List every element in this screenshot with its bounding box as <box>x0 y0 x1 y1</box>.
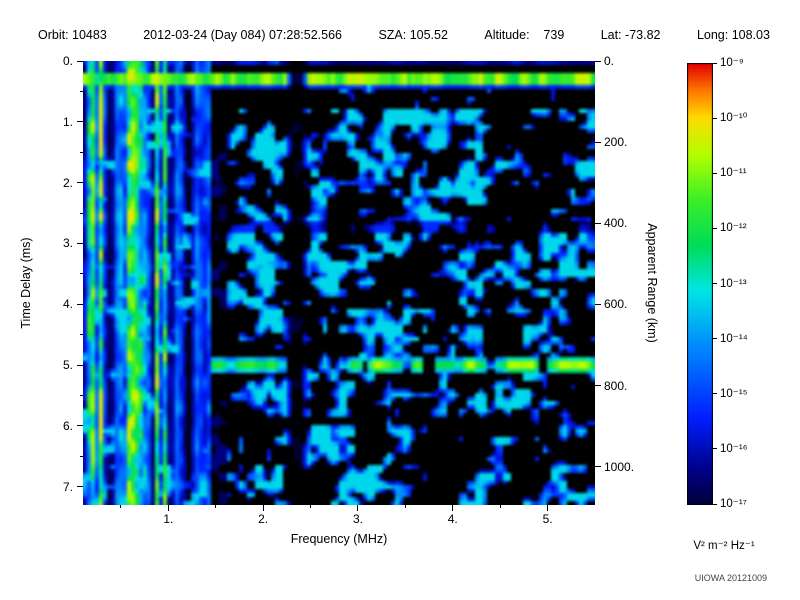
x-tick <box>357 505 359 511</box>
y-minor-tick <box>80 212 83 214</box>
y-tick-label: 1. <box>62 114 73 129</box>
y-tick <box>77 364 83 366</box>
y-minor-tick <box>80 334 83 336</box>
y-tick-label: 3. <box>62 236 73 251</box>
range-tick <box>595 141 601 143</box>
header-lat: Lat: -73.82 <box>600 28 661 42</box>
y-tick <box>77 303 83 305</box>
range-tick <box>595 385 601 387</box>
range-tick-label: 0. <box>604 54 615 68</box>
x-tick <box>167 505 169 511</box>
colorbar <box>687 63 713 505</box>
x-minor-tick <box>215 505 217 508</box>
x-tick-label: 5. <box>542 512 553 526</box>
x-tick-label: 3. <box>352 512 363 526</box>
colorbar-tick <box>713 448 717 450</box>
x-tick <box>262 505 264 511</box>
range-tick-label: 400. <box>604 216 628 231</box>
colorbar-tick-label: 10⁻¹⁶ <box>720 442 748 455</box>
range-tick <box>595 466 601 468</box>
range-tick-label: 600. <box>604 297 628 312</box>
y-tick-label: 4. <box>62 297 73 312</box>
range-tick <box>595 60 601 62</box>
x-minor-tick <box>120 505 122 508</box>
y-minor-tick <box>80 90 83 92</box>
colorbar-tick <box>713 338 717 340</box>
colorbar-tick-label: 10⁻¹⁷ <box>720 498 747 510</box>
x-minor-tick <box>310 505 312 508</box>
range-tick-label: 200. <box>604 135 628 150</box>
colorbar-units: V² m⁻² Hz⁻¹ <box>693 540 755 552</box>
y-tick <box>77 425 83 427</box>
y-tick <box>77 121 83 123</box>
colorbar-tick <box>713 503 717 505</box>
y-tick-label: 7. <box>62 479 73 494</box>
colorbar-tick <box>713 117 717 119</box>
credit-text: UIOWA 20121009 <box>694 573 767 583</box>
range-tick <box>595 303 601 305</box>
y-minor-tick <box>80 273 83 275</box>
colorbar-tick <box>713 283 717 284</box>
colorbar-tick-label: 10⁻¹⁵ <box>720 387 748 400</box>
colorbar-tick <box>713 62 717 64</box>
y-tick-label: 2. <box>62 175 73 190</box>
y-minor-tick <box>80 455 83 457</box>
y-tick-label: 6. <box>62 418 73 433</box>
y-tick-label: 0. <box>62 54 73 68</box>
colorbar-tick <box>713 227 717 229</box>
x-tick-label: 2. <box>258 512 269 526</box>
header-long: Long: 108.03 <box>696 28 770 42</box>
colorbar-tick <box>713 172 717 174</box>
header: Orbit: 10483 2012-03-24 (Day 084) 07:28:… <box>38 28 770 42</box>
colorbar-tick-label: 10⁻⁹ <box>720 57 744 69</box>
colorbar-tick-label: 10⁻¹² <box>720 222 747 235</box>
y-tick <box>77 242 83 244</box>
y-tick <box>77 486 83 488</box>
header-datetime: 2012-03-24 (Day 084) 07:28:52.566 <box>143 28 342 42</box>
colorbar-tick-label: 10⁻¹³ <box>720 277 747 290</box>
y-minor-tick <box>80 151 83 153</box>
x-minor-tick <box>404 505 406 508</box>
colorbar-tick <box>713 393 717 395</box>
right-axis-title: Apparent Range (km) <box>645 223 659 343</box>
y-tick-label: 5. <box>62 358 73 373</box>
x-tick <box>452 505 454 511</box>
y-axis-title: Time Delay (ms) <box>19 237 33 329</box>
range-tick-label: 1000. <box>604 459 635 474</box>
x-tick <box>547 505 549 511</box>
y-minor-tick <box>80 395 83 397</box>
y-tick <box>77 182 83 184</box>
x-tick-label: 1. <box>163 512 174 526</box>
range-tick <box>595 222 601 224</box>
x-minor-tick <box>499 505 501 508</box>
colorbar-tick-label: 10⁻¹¹ <box>720 167 747 180</box>
y-tick <box>77 60 83 62</box>
colorbar-tick-label: 10⁻¹⁰ <box>720 112 748 125</box>
range-tick-label: 800. <box>604 378 628 393</box>
x-tick-label: 4. <box>447 512 458 526</box>
header-sza: SZA: 105.52 <box>378 28 448 42</box>
colorbar-tick-label: 10⁻¹⁴ <box>720 332 748 345</box>
header-orbit: Orbit: 10483 <box>38 28 107 42</box>
x-axis-title: Frequency (MHz) <box>290 532 388 546</box>
header-altitude: Altitude: 739 <box>484 28 565 42</box>
ionogram-heatmap <box>83 61 595 505</box>
